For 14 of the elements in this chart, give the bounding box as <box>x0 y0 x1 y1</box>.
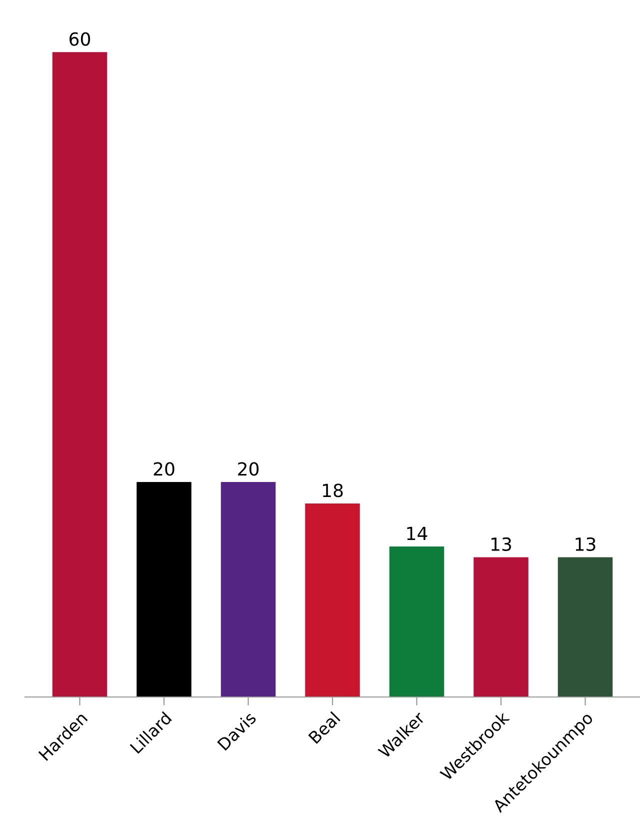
bar <box>136 482 192 697</box>
bar <box>389 546 444 697</box>
data-label: 13 <box>576 537 596 552</box>
bar <box>52 52 108 697</box>
data-label: 20 <box>238 462 259 476</box>
bar <box>474 557 528 697</box>
bar <box>220 482 276 697</box>
bar <box>305 504 360 697</box>
data-label: 13 <box>491 537 512 552</box>
data-label: 14 <box>407 526 428 540</box>
data-label: 60 <box>70 32 90 46</box>
bar <box>558 557 613 697</box>
data-label: 18 <box>322 484 343 498</box>
data-label: 20 <box>154 462 174 476</box>
